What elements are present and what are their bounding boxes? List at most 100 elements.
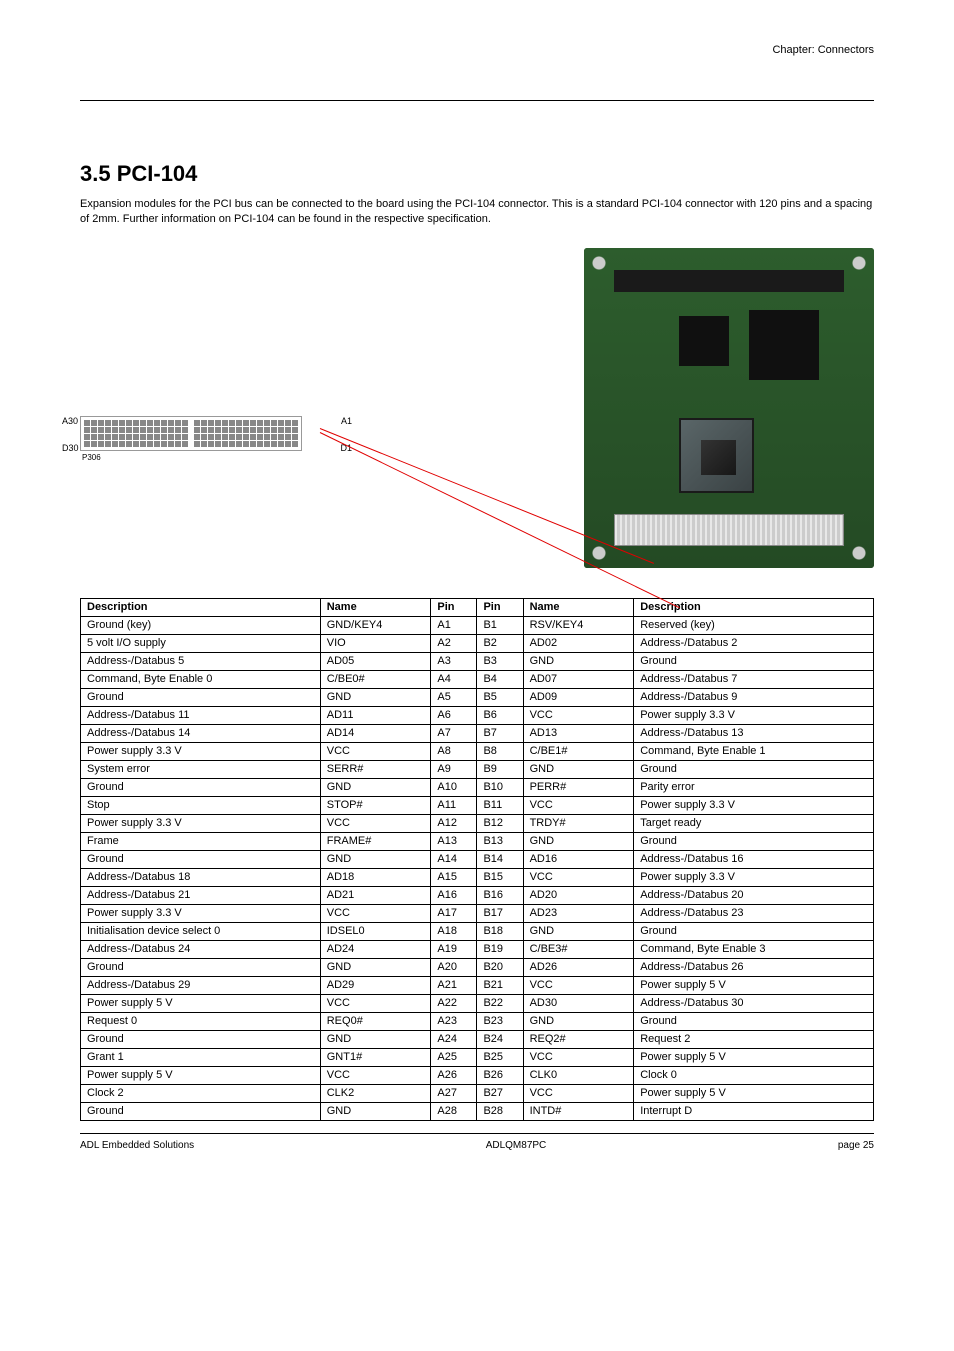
table-cell: Ground (key) <box>81 616 321 634</box>
table-cell: B23 <box>477 1012 523 1030</box>
table-cell: Power supply 3.3 V <box>634 706 874 724</box>
table-cell: Interrupt D <box>634 1102 874 1120</box>
table-cell: GND <box>320 958 431 976</box>
table-cell: A26 <box>431 1066 477 1084</box>
table-row: Address-/Databus 14AD14A7B7AD13Address-/… <box>81 724 874 742</box>
footer-center: ADLQM87PC <box>486 1140 547 1151</box>
table-cell: Address-/Databus 29 <box>81 976 321 994</box>
table-row: Power supply 3.3 VVCCA17B17AD23Address-/… <box>81 904 874 922</box>
table-cell: Ground <box>81 1102 321 1120</box>
table-cell: AD21 <box>320 886 431 904</box>
table-cell: Power supply 3.3 V <box>81 904 321 922</box>
conn-label-a1: A1 <box>341 416 352 426</box>
table-cell: Address-/Databus 20 <box>634 886 874 904</box>
table-cell: Address-/Databus 16 <box>634 850 874 868</box>
table-cell: C/BE1# <box>523 742 634 760</box>
table-cell: Command, Byte Enable 3 <box>634 940 874 958</box>
table-cell: AD29 <box>320 976 431 994</box>
table-cell: VCC <box>523 1048 634 1066</box>
table-cell: B1 <box>477 616 523 634</box>
table-cell: Power supply 5 V <box>634 976 874 994</box>
table-cell: B11 <box>477 796 523 814</box>
table-cell: AD20 <box>523 886 634 904</box>
table-cell: B18 <box>477 922 523 940</box>
table-row: Initialisation device select 0IDSEL0A18B… <box>81 922 874 940</box>
table-cell: VCC <box>320 814 431 832</box>
table-row: Address-/Databus 24AD24A19B19C/BE3#Comma… <box>81 940 874 958</box>
table-cell: A9 <box>431 760 477 778</box>
table-row: FrameFRAME#A13B13GNDGround <box>81 832 874 850</box>
table-cell: A12 <box>431 814 477 832</box>
table-cell: VCC <box>523 706 634 724</box>
table-cell: B19 <box>477 940 523 958</box>
table-cell: GND <box>320 778 431 796</box>
table-cell: B6 <box>477 706 523 724</box>
conn-label-d30: D30 <box>62 443 79 453</box>
table-cell: B15 <box>477 868 523 886</box>
table-cell: A11 <box>431 796 477 814</box>
table-cell: Ground <box>81 958 321 976</box>
table-cell: GND <box>320 850 431 868</box>
table-cell: Initialisation device select 0 <box>81 922 321 940</box>
table-cell: AD07 <box>523 670 634 688</box>
table-cell: A24 <box>431 1030 477 1048</box>
table-cell: REQ0# <box>320 1012 431 1030</box>
table-cell: B17 <box>477 904 523 922</box>
page-header: Chapter: Connectors <box>80 44 874 101</box>
table-cell: 5 volt I/O supply <box>81 634 321 652</box>
table-cell: REQ2# <box>523 1030 634 1048</box>
table-row: Power supply 3.3 VVCCA12B12TRDY#Target r… <box>81 814 874 832</box>
table-cell: C/BE0# <box>320 670 431 688</box>
table-cell: Ground <box>81 688 321 706</box>
table-cell: A7 <box>431 724 477 742</box>
table-cell: Ground <box>634 1012 874 1030</box>
table-cell: Ground <box>81 778 321 796</box>
table-cell: Address-/Databus 5 <box>81 652 321 670</box>
table-cell: A5 <box>431 688 477 706</box>
table-cell: GND <box>523 832 634 850</box>
table-cell: A18 <box>431 922 477 940</box>
table-cell: System error <box>81 760 321 778</box>
table-cell: GND <box>320 1030 431 1048</box>
table-cell: AD26 <box>523 958 634 976</box>
connector-name: P306 <box>82 453 340 462</box>
table-cell: A15 <box>431 868 477 886</box>
table-cell: Ground <box>634 652 874 670</box>
table-row: Address-/Databus 21AD21A16B16AD20Address… <box>81 886 874 904</box>
table-row: GroundGNDA14B14AD16Address-/Databus 16 <box>81 850 874 868</box>
table-cell: FRAME# <box>320 832 431 850</box>
table-cell: GND <box>523 760 634 778</box>
table-cell: VCC <box>320 994 431 1012</box>
table-cell: B9 <box>477 760 523 778</box>
table-cell: VCC <box>320 904 431 922</box>
header-title: Connectors <box>818 44 874 56</box>
table-row: 5 volt I/O supplyVIOA2B2AD02Address-/Dat… <box>81 634 874 652</box>
table-cell: Power supply 5 V <box>81 1066 321 1084</box>
table-row: GroundGNDA20B20AD26Address-/Databus 26 <box>81 958 874 976</box>
table-cell: AD09 <box>523 688 634 706</box>
table-cell: SERR# <box>320 760 431 778</box>
table-cell: VCC <box>523 796 634 814</box>
table-cell: Request 2 <box>634 1030 874 1048</box>
table-row: Clock 2CLK2A27B27VCCPower supply 5 V <box>81 1084 874 1102</box>
table-cell: AD05 <box>320 652 431 670</box>
table-cell: A4 <box>431 670 477 688</box>
table-cell: Address-/Databus 30 <box>634 994 874 1012</box>
table-cell: VCC <box>320 1066 431 1084</box>
table-cell: VIO <box>320 634 431 652</box>
table-cell: Ground <box>81 850 321 868</box>
table-cell: GND <box>523 652 634 670</box>
table-cell: B7 <box>477 724 523 742</box>
table-cell: GND/KEY4 <box>320 616 431 634</box>
table-cell: B2 <box>477 634 523 652</box>
table-cell: GNT1# <box>320 1048 431 1066</box>
table-cell: Clock 0 <box>634 1066 874 1084</box>
table-cell: Parity error <box>634 778 874 796</box>
table-cell: CLK0 <box>523 1066 634 1084</box>
table-row: Address-/Databus 11AD11A6B6VCCPower supp… <box>81 706 874 724</box>
table-cell: B8 <box>477 742 523 760</box>
table-cell: Clock 2 <box>81 1084 321 1102</box>
table-cell: Address-/Databus 9 <box>634 688 874 706</box>
table-cell: AD18 <box>320 868 431 886</box>
table-cell: B10 <box>477 778 523 796</box>
